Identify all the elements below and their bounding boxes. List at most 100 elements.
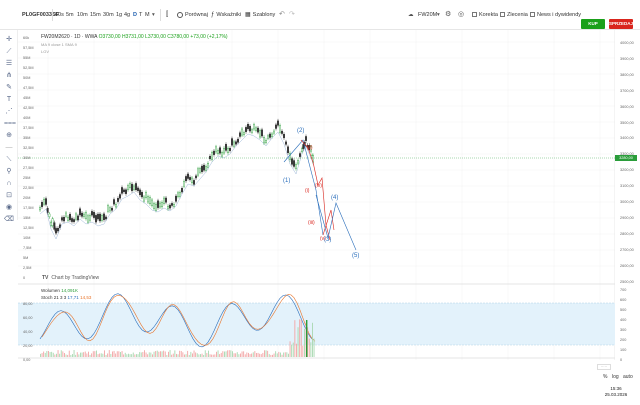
volume-bar — [310, 342, 312, 357]
volume-bar — [312, 322, 313, 357]
buy-button[interactable]: KUP — [581, 19, 605, 29]
volume-bar — [60, 350, 62, 357]
instrument-select[interactable]: FW20M — [418, 12, 438, 18]
candle — [43, 198, 46, 205]
screenshot-icon[interactable]: ◎ — [458, 11, 465, 18]
text-icon[interactable]: T — [6, 96, 12, 103]
trend-line-icon[interactable]: ⟋ — [6, 48, 12, 55]
candle — [166, 205, 169, 210]
symbol-search[interactable]: PL0GF0033SF — [22, 12, 59, 18]
compare-label: Porównaj — [185, 12, 208, 18]
volume-tick-label: 17,5M — [23, 206, 34, 210]
ruler-icon[interactable]: ⟍ — [6, 156, 12, 163]
timeframe-1g[interactable]: 1g — [116, 12, 123, 18]
legend-ma: MA 9 close 1 SMA 9 — [41, 42, 77, 47]
lock-icon[interactable]: ⊡ — [6, 192, 12, 199]
gear-icon[interactable]: ⚙ — [445, 11, 452, 18]
volume-bar — [187, 350, 189, 357]
timeframe-30m[interactable]: 30m — [103, 12, 114, 18]
volume-bar — [259, 353, 261, 357]
candle — [106, 205, 109, 212]
candle — [81, 212, 84, 217]
undo-icon[interactable]: ↶ — [279, 11, 285, 18]
pattern-icon[interactable]: ⋰ — [5, 108, 13, 115]
volume-bar — [46, 351, 48, 357]
candle — [130, 183, 133, 191]
eye-icon[interactable]: ◉ — [5, 204, 13, 211]
correction-label: Korekta — [479, 12, 498, 18]
timeframe-t[interactable]: T — [139, 12, 143, 18]
volume-tick-label: 30M — [23, 156, 31, 160]
volume-bar — [273, 353, 275, 357]
templates-button[interactable]: ▦ Szablony — [245, 0, 275, 30]
timeframe-60s[interactable]: 60s — [55, 12, 64, 18]
volume-bar — [137, 354, 139, 357]
timeframe-5m[interactable]: 5m — [66, 12, 74, 18]
pitchfork-icon[interactable]: ⋔ — [6, 72, 12, 79]
crosshair-icon[interactable]: ✛ — [6, 36, 12, 43]
divider — [160, 9, 161, 21]
orders-checkbox[interactable]: Zlecenia — [500, 0, 528, 30]
timeframe-d[interactable]: D — [133, 12, 137, 18]
news-checkbox[interactable]: News i dywidendy — [530, 0, 581, 30]
candle-style-icon[interactable]: ⫿ — [166, 11, 169, 18]
volume-tick-label: 52,5M — [23, 66, 34, 70]
volume-bar — [52, 352, 54, 357]
percent-toggle[interactable]: % — [603, 374, 608, 380]
volume-bar — [302, 345, 304, 357]
oscillator-right-tick: 600 — [620, 298, 627, 302]
indicators-button[interactable]: ƒ Wskaźniki — [211, 0, 241, 30]
timeframe-m[interactable]: M — [145, 12, 150, 18]
volume-bar — [70, 354, 72, 357]
oscillator-left-tick: 40,00 — [23, 330, 33, 334]
fib-icon[interactable]: ⩶ — [4, 120, 16, 127]
candle — [172, 204, 175, 207]
candle — [262, 137, 265, 144]
candle — [212, 150, 215, 155]
volume-bar — [152, 354, 153, 357]
timeframe-15m[interactable]: 15m — [90, 12, 101, 18]
sell-button[interactable]: SPRZEDAJ — [609, 19, 633, 29]
volume-bar — [142, 351, 144, 357]
chevron-down-icon[interactable]: ▾ — [152, 12, 155, 18]
zoom-icon[interactable]: ⚲ — [6, 168, 12, 175]
volume-bar — [67, 354, 69, 357]
candle — [287, 146, 290, 154]
divider: — — [5, 144, 13, 151]
prediction-icon[interactable]: ⊕ — [6, 132, 12, 139]
indicators-label: Wskaźniki — [216, 12, 242, 18]
time-zone-box[interactable]: ····· — [597, 364, 611, 370]
volume-tick-label: 22,5M — [23, 186, 34, 190]
chevron-down-icon[interactable]: ▾ — [437, 12, 440, 18]
volume-bar — [222, 351, 224, 357]
volume-bar — [160, 351, 161, 357]
log-toggle[interactable]: log — [612, 374, 619, 380]
volume-bar — [233, 353, 235, 357]
correction-checkbox[interactable]: Korekta — [472, 0, 498, 30]
timeframe-10m[interactable]: 10m — [77, 12, 88, 18]
candle — [102, 213, 105, 221]
cloud-icon[interactable]: ☁ — [408, 12, 414, 18]
volume-bar — [136, 354, 137, 357]
timeframe-4g[interactable]: 4g — [124, 12, 131, 18]
magnet-icon[interactable]: ∩ — [6, 180, 12, 187]
oscillator-left-tick: 0,00 — [23, 358, 31, 362]
candle — [244, 127, 247, 132]
trash-icon[interactable]: ⌫ — [4, 216, 14, 223]
clock-time: 15:36 — [610, 386, 622, 391]
volume-bar — [307, 327, 309, 357]
horizontal-lines-icon[interactable]: ☰ — [5, 60, 13, 67]
auto-toggle[interactable]: auto — [623, 374, 633, 380]
volume-bar — [86, 353, 88, 357]
volume-tick-label: 25M — [23, 176, 31, 180]
price-chart[interactable] — [18, 30, 615, 360]
volume-bar — [227, 350, 229, 357]
compare-button[interactable]: Porównaj — [177, 0, 208, 30]
brush-icon[interactable]: ✎ — [6, 84, 12, 91]
volume-bar — [44, 352, 46, 357]
price-tick-label: 3700,00 — [620, 88, 634, 93]
volume-bar — [228, 350, 230, 357]
volume-tick-label: 40M — [23, 116, 31, 120]
checkbox-icon — [500, 12, 505, 18]
redo-icon[interactable]: ↷ — [289, 11, 295, 18]
